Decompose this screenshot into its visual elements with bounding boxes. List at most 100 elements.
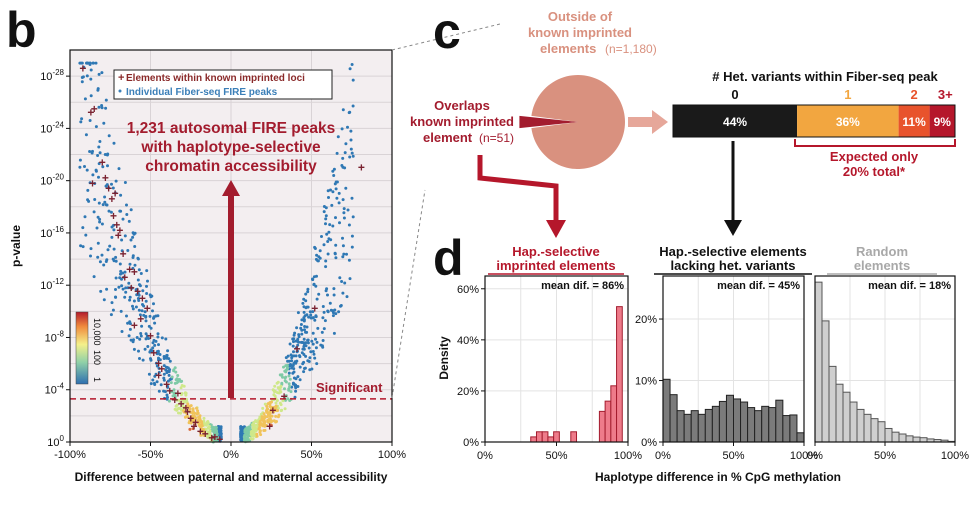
fire-peak-point xyxy=(114,259,118,263)
zoom-line-top xyxy=(391,23,501,51)
fire-peak-point xyxy=(284,394,288,398)
fire-peak-point xyxy=(81,226,85,230)
fire-peak-point xyxy=(302,370,306,374)
hist-bar xyxy=(740,401,749,443)
fire-peak-point xyxy=(96,241,100,245)
fire-peak-point xyxy=(158,353,162,356)
fire-peak-point xyxy=(291,371,295,375)
fire-peak-point xyxy=(106,164,109,168)
fire-peak-point xyxy=(344,142,348,146)
fire-peak-point xyxy=(350,234,354,238)
imprinted-element-marker: + xyxy=(208,431,215,445)
annotation-line-3: chromatin accessibility xyxy=(145,158,317,175)
fire-peak-point xyxy=(290,366,294,370)
fire-peak-point xyxy=(338,276,342,280)
fire-peak-point xyxy=(174,391,177,395)
hist-y-tick-label: 0% xyxy=(463,437,479,449)
imprinted-element-marker: + xyxy=(87,106,94,120)
fire-peak-point xyxy=(335,151,339,155)
fire-peak-point xyxy=(98,140,102,143)
fire-peak-point xyxy=(258,425,262,429)
fire-peak-point xyxy=(348,277,352,281)
het-bar-segment xyxy=(929,105,955,137)
hist-bar xyxy=(669,394,678,443)
fire-peak-point xyxy=(126,249,130,252)
colorbar-label-mid: 100 xyxy=(92,350,102,365)
fire-peak-point xyxy=(263,420,267,424)
fire-peak-point xyxy=(189,421,193,425)
fire-peak-point xyxy=(341,291,345,295)
volcano-y-tick-label: 10-20 xyxy=(40,173,64,188)
fire-peak-point xyxy=(327,230,331,234)
fire-peak-point xyxy=(288,384,292,388)
fire-peak-point xyxy=(165,353,169,357)
fire-peak-point xyxy=(298,365,302,369)
fire-peak-point xyxy=(112,247,116,251)
imprinted-element-marker: + xyxy=(311,302,318,316)
fire-peak-point xyxy=(151,346,155,350)
fire-peak-point xyxy=(119,209,123,213)
fire-peak-point xyxy=(296,375,300,379)
fire-peak-point xyxy=(158,358,162,362)
imprinted-element-marker: + xyxy=(108,192,115,206)
fire-peak-point xyxy=(278,373,282,377)
fire-peak-point xyxy=(314,314,318,318)
fire-peak-point xyxy=(268,402,272,406)
het-bar-value-label: 11% xyxy=(902,115,926,129)
fire-peak-point xyxy=(305,325,309,329)
fire-peak-point xyxy=(291,344,295,348)
fire-peak-point xyxy=(107,186,111,190)
fire-peak-point xyxy=(299,326,303,330)
volcano-y-ticks: 100 10-4 10-8 10-12 10-16 10-20 10-24 10-28 xyxy=(40,68,70,449)
fire-peak-point xyxy=(294,339,298,343)
fire-peak-point xyxy=(108,244,112,248)
imprinted-element-marker: + xyxy=(293,342,300,356)
fire-peak-point xyxy=(153,343,157,347)
fire-peak-point xyxy=(112,223,115,227)
imprinted-element-marker: + xyxy=(197,425,204,439)
fire-peak-point xyxy=(102,298,106,302)
fire-peak-point xyxy=(343,151,347,155)
fire-peak-point xyxy=(332,174,336,177)
red-arrow-head xyxy=(546,220,566,238)
hist-y-tick-label: 0% xyxy=(641,437,657,449)
fire-peak-point xyxy=(292,333,296,337)
fire-peak-point xyxy=(120,238,124,242)
histogram-lacking-variants: mean dif. = 45% 0% 50% 100% 0% 10% 20% xyxy=(635,275,818,462)
fire-peak-point xyxy=(202,433,206,437)
expected-line-2: 20% total* xyxy=(843,164,906,179)
fire-peak-point xyxy=(85,168,89,172)
fire-peak-point xyxy=(313,356,317,360)
fire-peak-point xyxy=(118,262,122,266)
panel-letter-b: b xyxy=(6,2,37,58)
het-bar-category-label: 1 xyxy=(844,87,851,102)
fire-peak-point xyxy=(168,359,172,363)
pie-outside-line-2: known imprinted xyxy=(528,25,632,40)
fire-peak-point xyxy=(111,186,115,190)
imprinted-element-marker: + xyxy=(102,171,109,185)
fire-peak-point xyxy=(170,375,174,379)
fire-peak-point xyxy=(283,369,287,373)
fire-peak-point xyxy=(269,420,273,424)
fire-peak-point xyxy=(131,266,135,270)
fire-peak-point xyxy=(126,286,130,290)
fire-peak-point xyxy=(320,235,323,238)
fire-peak-point xyxy=(178,401,182,405)
fire-peak-point xyxy=(109,313,113,317)
het-bar-value-label: 9% xyxy=(934,115,952,129)
fire-peak-point xyxy=(139,334,143,338)
hist-y-tick-label: 60% xyxy=(457,284,479,296)
fire-peak-point xyxy=(315,253,319,257)
fire-peak-point xyxy=(320,330,324,334)
fire-peak-point xyxy=(162,378,166,382)
fire-peak-point xyxy=(144,332,148,336)
fire-peak-point xyxy=(341,236,344,240)
fire-peak-point xyxy=(248,426,252,430)
imprinted-element-marker: + xyxy=(171,393,178,407)
fire-peak-point xyxy=(334,312,338,316)
fire-peak-point xyxy=(276,415,280,419)
fire-peak-point xyxy=(326,309,330,313)
fire-peak-point xyxy=(294,346,298,350)
fire-peak-point xyxy=(144,299,148,303)
fire-peak-point xyxy=(106,248,110,252)
